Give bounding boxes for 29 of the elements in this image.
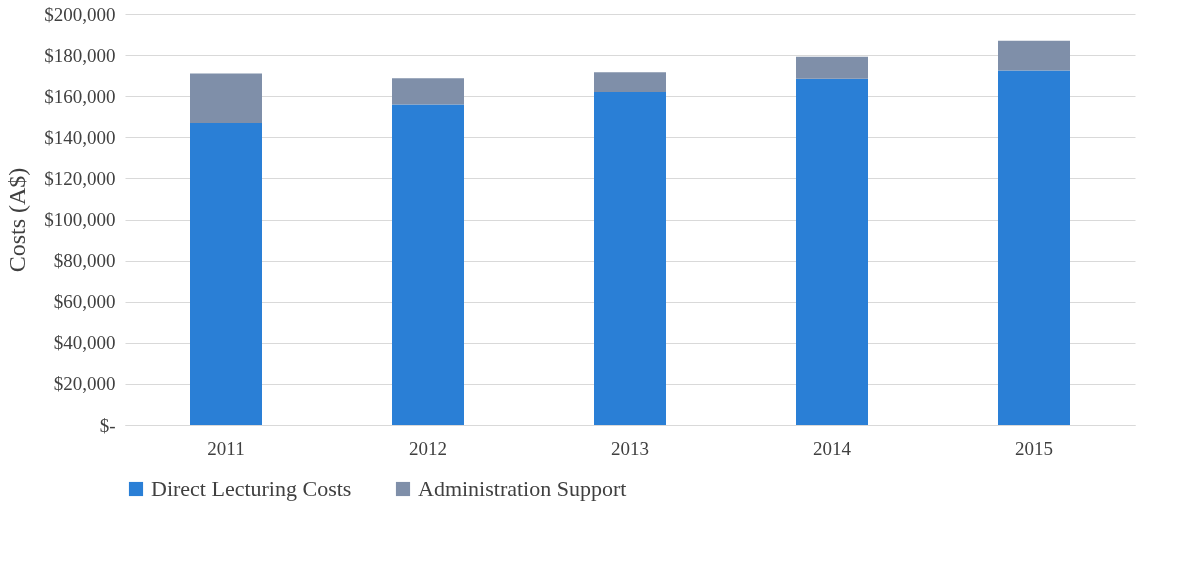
bar [998,70,1070,425]
y-tick-label: $80,000 [53,250,116,272]
y-tick-label: $- [99,414,116,436]
legend-label: Administration Support [418,476,627,501]
y-tick-label: $60,000 [53,291,116,313]
x-tick-label: 2014 [813,437,852,459]
bar [190,122,262,425]
bar [998,40,1070,71]
bar [594,92,666,425]
bar [796,78,868,425]
bar [594,72,666,93]
y-tick-label: $160,000 [44,85,116,107]
legend-label: Direct Lecturing Costs [151,476,352,501]
x-tick-label: 2013 [611,437,649,459]
y-axis-title: Costs (A$) [4,167,31,273]
y-tick-label: $20,000 [53,373,116,395]
y-tick-label: $180,000 [44,44,116,66]
x-tick-label: 2011 [207,437,245,459]
y-tick-label: $140,000 [44,126,116,148]
bar [392,78,464,105]
y-tick-label: $200,000 [44,3,116,25]
y-tick-label: $100,000 [44,209,116,230]
bar [392,104,464,425]
x-tick-label: 2012 [409,437,447,459]
bar [190,73,262,123]
y-tick-label: $120,000 [44,167,116,189]
y-tick-label: $40,000 [53,332,116,354]
bar [796,56,868,79]
x-tick-label: 2015 [1015,437,1053,459]
